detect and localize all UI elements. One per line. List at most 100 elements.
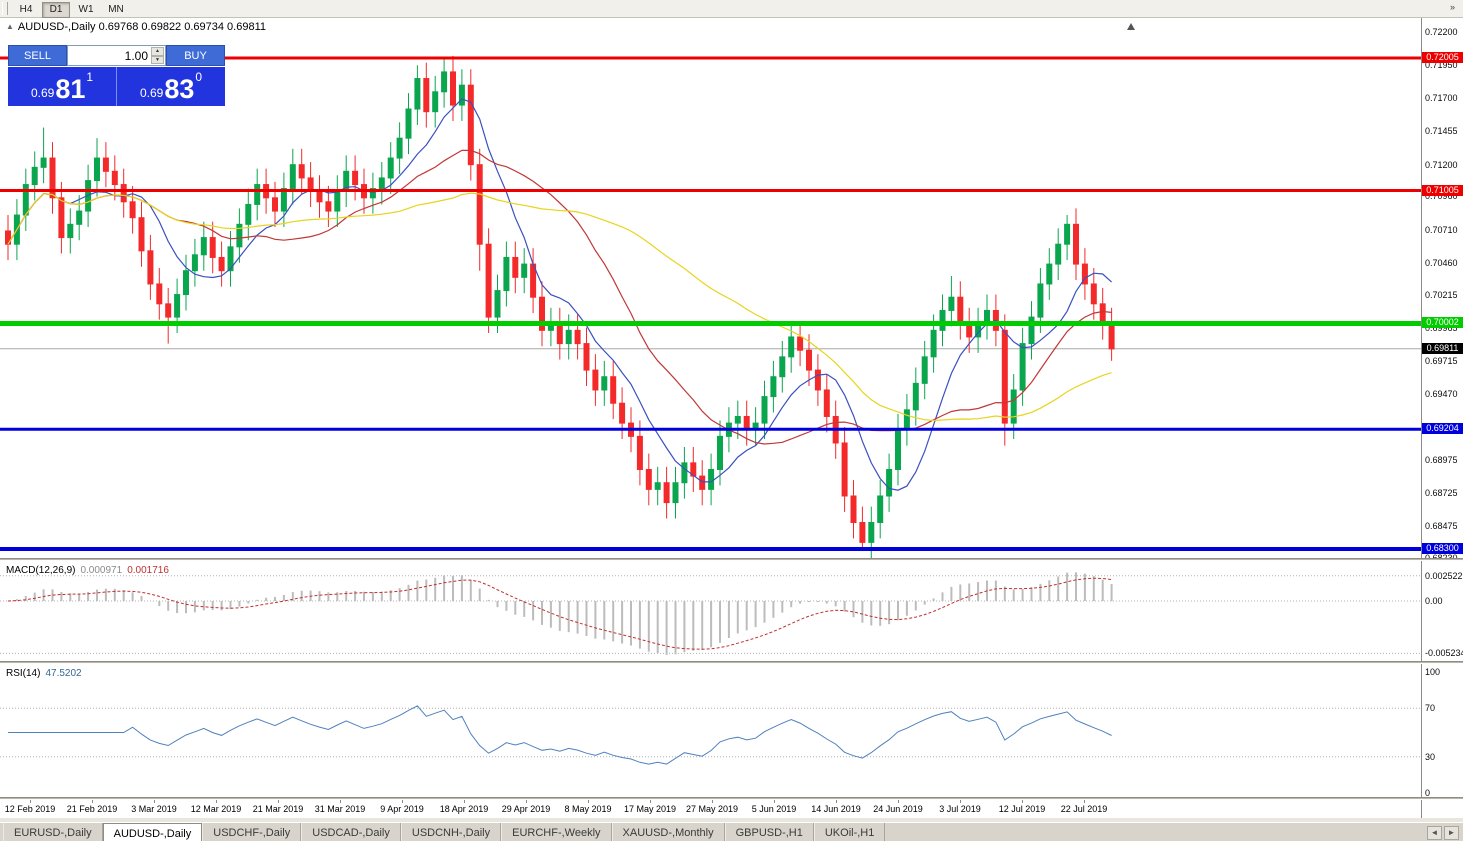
date-label: 12 Jul 2019 [998, 804, 1046, 814]
date-label: 3 Mar 2019 [131, 804, 177, 814]
date-tick [898, 800, 899, 803]
timeframe-button-mn[interactable]: MN [108, 4, 124, 15]
macd-label-row: MACD(12,26,9) 0.000971 0.001716 [6, 565, 169, 576]
date-label: 17 May 2019 [623, 804, 677, 814]
price-tick-label: 0.70710 [1425, 224, 1458, 235]
macd-indicator-panel[interactable]: MACD(12,26,9) 0.000971 0.001716 [0, 561, 1421, 661]
level-price-tag: 0.71005 [1422, 184, 1463, 196]
price-tick-label: 0.68475 [1425, 520, 1458, 531]
price-tick-label: 0.69715 [1425, 356, 1458, 367]
candlestick-chart-panel[interactable]: ▲ AUDUSD-,Daily 0.69768 0.69822 0.69734 … [0, 17, 1421, 558]
macd-histogram [15, 572, 1113, 655]
buy-button[interactable]: BUY [166, 45, 225, 66]
buy-price-big: 83 [164, 74, 195, 104]
sell-price-prefix: 0.69 [30, 86, 55, 100]
volume-up-icon[interactable]: ▲ [151, 47, 164, 56]
rsi-label: RSI(14) [6, 668, 41, 679]
timeframe-button-h4[interactable]: H4 [19, 4, 33, 15]
date-label: 8 May 2019 [564, 804, 612, 814]
sell-price-sup: 1 [86, 70, 94, 84]
bottom-tab-usdcad-daily[interactable]: USDCAD-,Daily [301, 823, 401, 841]
bottom-tab-usdchf-daily[interactable]: USDCHF-,Daily [202, 823, 302, 841]
ma-mid-red [7, 149, 1112, 445]
date-tick [340, 800, 341, 803]
bottom-tab-audusd-daily[interactable]: AUDUSD-,Daily [102, 823, 203, 841]
bottom-tab-eurchf-weekly[interactable]: EURCHF-,Weekly [501, 823, 612, 841]
buy-price-sup: 0 [195, 70, 203, 84]
date-label: 9 Apr 2019 [380, 804, 424, 814]
level-price-tag: 0.69204 [1422, 423, 1463, 435]
current-price-tag: 0.69811 [1422, 342, 1463, 354]
level-price-tag: 0.68300 [1422, 543, 1463, 554]
rsi-line [8, 705, 1112, 765]
date-label: 12 Mar 2019 [190, 804, 242, 814]
rsi-label-row: RSI(14) 47.5202 [6, 668, 82, 679]
toolbar-grip[interactable] [2, 2, 8, 15]
one-click-panel-toggle-icon[interactable]: ▲ [6, 22, 14, 31]
date-label: 31 Mar 2019 [314, 804, 366, 814]
one-click-trade-panel: SELL ▲ ▼ BUY 0.69 81 1 0.69 83 0 [8, 45, 225, 106]
price-tick-label: 0.71700 [1425, 93, 1458, 104]
date-tick [1022, 800, 1023, 803]
macd-tick-label: -0.005234 [1425, 648, 1463, 659]
bottom-tab-ukoil-h1[interactable]: UKOil-,H1 [813, 823, 886, 841]
rsi-indicator-panel[interactable]: RSI(14) 47.5202 [0, 664, 1421, 797]
date-tick [1084, 800, 1085, 803]
date-label: 21 Mar 2019 [252, 804, 304, 814]
candlestick-chart[interactable] [0, 17, 1421, 558]
date-label: 21 Feb 2019 [66, 804, 118, 814]
date-tick [216, 800, 217, 803]
timeframe-button-w1[interactable]: W1 [78, 4, 94, 15]
date-label: 5 Jun 2019 [751, 804, 797, 814]
date-label: 29 Apr 2019 [501, 804, 551, 814]
tab-scroll-left-icon[interactable]: ◄ [1427, 826, 1442, 840]
macd-signal-line [7, 577, 1112, 650]
date-tick [402, 800, 403, 803]
macd-label: MACD(12,26,9) [6, 565, 76, 576]
date-tick [588, 800, 589, 803]
date-tick [30, 800, 31, 803]
bottom-tab-usdcnh-daily[interactable]: USDCNH-,Daily [400, 823, 502, 841]
date-axis[interactable]: 12 Feb 2019 21 Feb 2019 3 Mar 2019 12 Mar 2… [0, 800, 1421, 818]
rsi-value: 47.5202 [45, 668, 82, 679]
timeframe-button-group: H4 D1 W1 MN [11, 0, 131, 18]
bottom-tab-gbpusd-h1[interactable]: GBPUSD-,H1 [724, 823, 814, 841]
chart-shift-marker-icon[interactable] [1127, 23, 1135, 30]
top-toolbar: H4 D1 W1 MN » [0, 0, 1463, 18]
date-tick [154, 800, 155, 803]
price-tick-label: 0.71200 [1425, 159, 1458, 170]
candles-group [5, 56, 1115, 558]
date-tick [836, 800, 837, 803]
date-tick [526, 800, 527, 803]
horizontal-scrollbar[interactable] [0, 818, 1463, 822]
rsi-tick-label: 100 [1425, 667, 1441, 677]
timeframe-button-d1[interactable]: D1 [42, 2, 70, 18]
buy-price-prefix: 0.69 [139, 86, 164, 100]
ma-slow-yellow [7, 192, 1112, 422]
macd-value-signal: 0.001716 [127, 565, 169, 576]
tab-scroll-right-icon[interactable]: ► [1444, 826, 1459, 840]
sell-price-display[interactable]: 0.69 81 1 [8, 67, 116, 106]
date-label: 14 Jun 2019 [811, 804, 861, 814]
buy-price-display[interactable]: 0.69 83 0 [117, 67, 225, 106]
sell-button[interactable]: SELL [8, 45, 67, 66]
macd-tick-label: 0.00 [1425, 596, 1443, 606]
bottom-tab-xauusd-monthly[interactable]: XAUUSD-,Monthly [611, 823, 725, 841]
rsi-tick-label: 0 [1425, 788, 1431, 798]
price-axis[interactable]: 0.72200 0.71950 0.71700 0.71455 0.71200 0.709… [1421, 17, 1463, 818]
rsi-tick-label: 30 [1425, 751, 1436, 762]
price-tick-label: 0.70215 [1425, 290, 1458, 301]
date-label: 3 Jul 2019 [939, 804, 981, 814]
volume-stepper[interactable]: ▲ ▼ [67, 45, 166, 66]
panel-separator[interactable] [0, 661, 1463, 664]
volume-down-icon[interactable]: ▼ [151, 55, 164, 64]
rsi-chart [0, 705, 1421, 765]
sell-price-big: 81 [55, 74, 86, 104]
toolbar-overflow-icon[interactable]: » [1449, 2, 1455, 12]
volume-input[interactable] [68, 48, 150, 63]
bottom-tab-eurusd-daily[interactable]: EURUSD-,Daily [3, 823, 103, 841]
level-price-tag: 0.72005 [1422, 52, 1463, 63]
date-label: 24 Jun 2019 [873, 804, 923, 814]
panel-separator[interactable] [0, 558, 1463, 561]
price-tick-label: 0.71950 [1425, 60, 1458, 71]
